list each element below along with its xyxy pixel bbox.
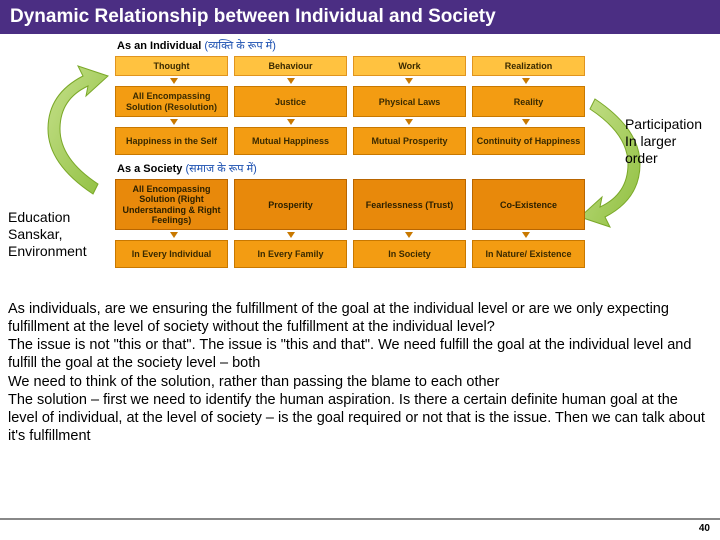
- ind-thought: Thought: [115, 56, 228, 76]
- society-row-2: In Every Individual In Every Family In S…: [115, 240, 585, 268]
- ind-resolution: All Encompassing Solution (Resolution): [115, 86, 228, 117]
- ind-mutual-prosperity: Mutual Prosperity: [353, 127, 466, 155]
- education-note: EducationSanskar,Environment: [8, 209, 87, 259]
- ind-happiness-self: Happiness in the Self: [115, 127, 228, 155]
- ind-mutual-happiness: Mutual Happiness: [234, 127, 347, 155]
- ind-physical-laws: Physical Laws: [353, 86, 466, 117]
- slide-title: Dynamic Relationship between Individual …: [0, 0, 720, 34]
- left-curved-arrow-icon: [38, 64, 113, 199]
- individual-row-1: Thought Behaviour Work Realization: [115, 56, 585, 76]
- soc-individual: In Every Individual: [115, 240, 228, 268]
- soc-solution: All Encompassing Solution (Right Underst…: [115, 179, 228, 230]
- society-row-1: All Encompassing Solution (Right Underst…: [115, 179, 585, 230]
- soc-coexistence: Co-Existence: [472, 179, 585, 230]
- slide-number: 40: [699, 523, 710, 534]
- footer-divider: [0, 518, 720, 520]
- ind-reality: Reality: [472, 86, 585, 117]
- participation-note: ParticipationIn largerorder: [625, 116, 702, 166]
- ind-work: Work: [353, 56, 466, 76]
- individual-row-2: All Encompassing Solution (Resolution) J…: [115, 86, 585, 117]
- soc-family: In Every Family: [234, 240, 347, 268]
- individual-row-3: Happiness in the Self Mutual Happiness M…: [115, 127, 585, 155]
- soc-fearlessness: Fearlessness (Trust): [353, 179, 466, 230]
- down-arrows-2: [115, 119, 585, 125]
- main-diagram: As an Individual (व्यक्ति के रूप में) Th…: [115, 36, 585, 274]
- ind-justice: Justice: [234, 86, 347, 117]
- soc-nature: In Nature/ Existence: [472, 240, 585, 268]
- down-arrows-1: [115, 78, 585, 84]
- soc-prosperity: Prosperity: [234, 179, 347, 230]
- body-paragraph: As individuals, are we ensuring the fulf…: [8, 300, 710, 445]
- ind-continuity: Continuity of Happiness: [472, 127, 585, 155]
- soc-society: In Society: [353, 240, 466, 268]
- individual-header: As an Individual (व्यक्ति के रूप में): [117, 38, 585, 53]
- ind-realization: Realization: [472, 56, 585, 76]
- society-header: As a Society (समाज के रूप में): [117, 161, 585, 176]
- down-arrows-3: [115, 232, 585, 238]
- ind-behaviour: Behaviour: [234, 56, 347, 76]
- diagram-area: As an Individual (व्यक्ति के रूप में) Th…: [0, 34, 720, 289]
